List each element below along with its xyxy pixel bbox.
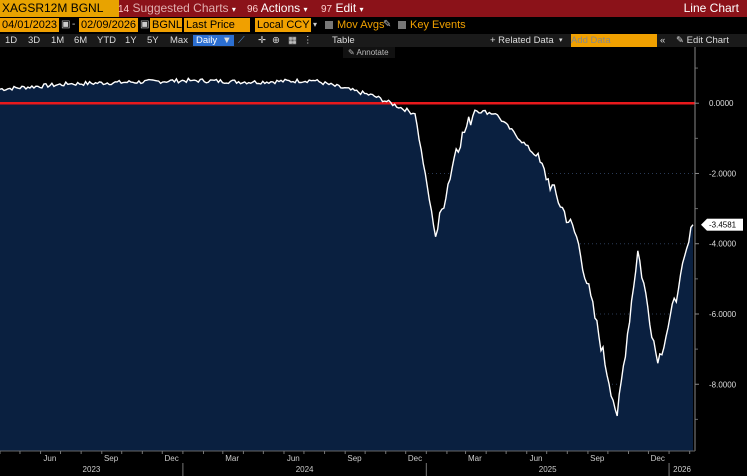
suggested-charts-menu[interactable]: 14 Suggested Charts ▾ bbox=[118, 0, 236, 18]
collapse-icon[interactable]: « bbox=[660, 35, 666, 46]
edit-label: Edit bbox=[335, 1, 357, 15]
pencil-icon[interactable]: ✎ bbox=[383, 19, 392, 30]
more-tools-icon[interactable]: ⋮ bbox=[303, 35, 313, 46]
last-value-text: -3.4581 bbox=[709, 221, 737, 230]
annotate-button-bg bbox=[343, 47, 395, 58]
suggested-charts-label: Suggested Charts bbox=[132, 1, 229, 15]
zoom-icon[interactable]: ⊕ bbox=[272, 35, 280, 46]
x-month-label: Mar bbox=[468, 454, 482, 463]
date-field-toolbar: 04/01/2023 ▣ - 02/09/2026 ▣ BGNL Last Pr… bbox=[0, 17, 747, 34]
table-button[interactable]: Table bbox=[332, 35, 355, 46]
y-tick-label: -6.0000 bbox=[709, 310, 737, 319]
source-field[interactable]: BGNL bbox=[150, 18, 182, 32]
period-1y[interactable]: 1Y bbox=[125, 35, 137, 46]
period-ytd[interactable]: YTD bbox=[97, 35, 116, 46]
period-max[interactable]: Max bbox=[170, 35, 188, 46]
x-month-label: Sep bbox=[104, 454, 119, 463]
calendar-icon[interactable]: ▣ bbox=[140, 19, 150, 30]
x-month-label: Dec bbox=[651, 454, 665, 463]
edit-menu[interactable]: 97 Edit ▾ bbox=[321, 0, 364, 18]
period-3d[interactable]: 3D bbox=[28, 35, 41, 46]
x-year-label: 2025 bbox=[539, 465, 557, 474]
price-chart[interactable]: 0.0000 -2.0000 -4.0000 -6.0000 -8.0000 Jun Se… bbox=[0, 47, 747, 476]
end-date-field[interactable]: 02/09/2026 bbox=[79, 18, 138, 32]
x-month-label: Mar bbox=[225, 454, 239, 463]
x-month-label: Jun bbox=[530, 454, 543, 463]
y-axis: 0.0000 -2.0000 -4.0000 -6.0000 -8.0000 bbox=[694, 47, 737, 451]
annotate-label: ✎ Annotate bbox=[348, 48, 389, 57]
x-year-label: 2024 bbox=[296, 465, 314, 474]
calendar-icon[interactable]: ▣ bbox=[61, 19, 71, 30]
chevron-down-icon: ▼ bbox=[220, 35, 234, 46]
edit-chart-label: Edit Chart bbox=[686, 35, 729, 46]
edit-chart-button[interactable]: ✎ Edit Chart bbox=[676, 34, 729, 47]
pencil-icon: ✎ bbox=[676, 35, 684, 46]
last-value-pointer bbox=[701, 218, 707, 231]
mov-avgs-checkbox[interactable] bbox=[325, 21, 333, 29]
y-tick-label: -2.0000 bbox=[709, 169, 737, 178]
annotate-button[interactable]: ✎ Annotate bbox=[343, 47, 395, 58]
x-month-label: Sep bbox=[347, 454, 362, 463]
x-axis: Jun Sep Dec Mar Jun Sep Dec Mar Jun Sep Dec 2023 202… bbox=[0, 450, 695, 476]
grid-icon[interactable]: ▦ bbox=[288, 35, 297, 46]
x-month-label: Jun bbox=[43, 454, 56, 463]
actions-menu[interactable]: 96 Actions ▾ bbox=[247, 0, 308, 18]
x-year-label: 2023 bbox=[83, 465, 101, 474]
mov-avgs-label[interactable]: Mov Avgs bbox=[337, 19, 385, 31]
price-line bbox=[0, 77, 694, 417]
x-month-label: Dec bbox=[164, 454, 178, 463]
edit-number: 97 bbox=[321, 4, 333, 15]
y-tick-label: -8.0000 bbox=[709, 380, 737, 389]
actions-label: Actions bbox=[260, 1, 301, 15]
pencil-icon: ✎ bbox=[348, 48, 356, 57]
chevron-down-icon: ▾ bbox=[359, 5, 364, 14]
crosshair-icon[interactable]: ✛ bbox=[258, 35, 266, 46]
x-month-label: Sep bbox=[590, 454, 605, 463]
annotate-text: Annotate bbox=[356, 48, 389, 57]
x-year-label: 2026 bbox=[673, 465, 691, 474]
x-month-label: Jun bbox=[287, 454, 300, 463]
currency-selector[interactable]: Local CCY bbox=[255, 18, 311, 32]
x-month-label: Dec bbox=[408, 454, 422, 463]
line-chart-icon[interactable]: ⟋ bbox=[238, 35, 245, 46]
dash-separator: - bbox=[72, 19, 76, 30]
key-events-label[interactable]: Key Events bbox=[410, 19, 466, 31]
last-value-box bbox=[707, 218, 743, 231]
start-date-field[interactable]: 04/01/2023 bbox=[0, 18, 59, 32]
frequency-selector[interactable]: Daily ▼ bbox=[193, 34, 234, 47]
period-6m[interactable]: 6M bbox=[74, 35, 88, 46]
y-tick-label: -4.0000 bbox=[709, 240, 737, 249]
period-1d[interactable]: 1D bbox=[5, 35, 18, 46]
actions-number: 96 bbox=[247, 4, 259, 15]
frequency-label: Daily bbox=[193, 35, 221, 46]
suggested-charts-number: 14 bbox=[118, 4, 130, 15]
chevron-down-icon[interactable]: ▾ bbox=[313, 20, 318, 29]
area-fill bbox=[0, 78, 693, 452]
period-1m[interactable]: 1M bbox=[51, 35, 65, 46]
title-bar: XAGSR12M BGNL Cur 14 Suggested Charts ▾ … bbox=[0, 0, 747, 17]
key-events-checkbox[interactable] bbox=[398, 21, 406, 29]
chevron-down-icon: ▾ bbox=[231, 5, 236, 14]
chevron-down-icon[interactable]: ▾ bbox=[559, 37, 563, 44]
last-value-tag: -3.4581 bbox=[701, 218, 743, 231]
y-tick-label: 0.0000 bbox=[709, 99, 734, 108]
security-ticker-field[interactable]: XAGSR12M BGNL Cur bbox=[0, 0, 119, 17]
related-data-button[interactable]: + Related Data bbox=[490, 35, 554, 46]
period-5y[interactable]: 5Y bbox=[147, 35, 159, 46]
field-selector[interactable]: Last Price bbox=[184, 18, 250, 32]
add-data-input[interactable]: Add Data bbox=[571, 34, 657, 47]
range-toolbar: 1D 3D 1M 6M YTD 1Y 5Y Max Daily ▼ ⟋ ✛ ⊕ ▦… bbox=[0, 34, 747, 47]
chevron-down-icon: ▾ bbox=[303, 5, 308, 14]
chart-type-label: Line Chart bbox=[683, 1, 739, 15]
